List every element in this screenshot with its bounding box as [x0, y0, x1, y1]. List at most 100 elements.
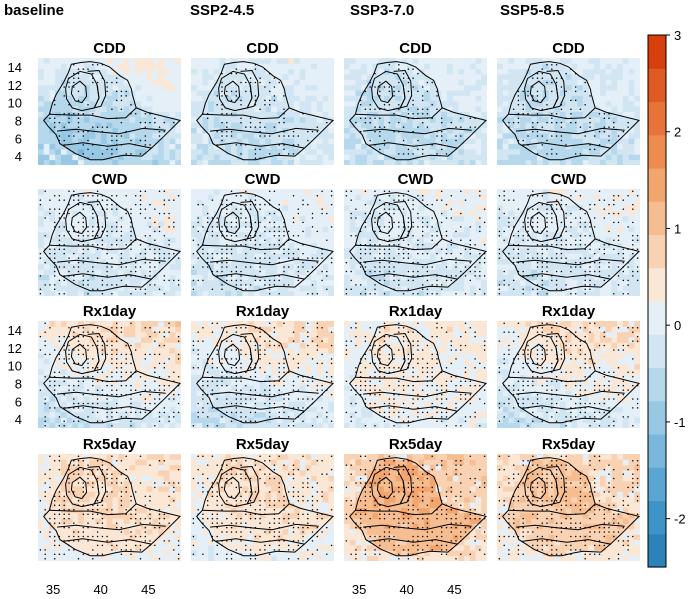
grid-cell — [355, 79, 362, 86]
grid-cell — [158, 90, 165, 96]
grid-cell — [401, 116, 408, 123]
grid-cell — [248, 95, 255, 102]
grid-cell — [617, 90, 624, 96]
grid-cell — [508, 90, 515, 96]
grid-cell — [305, 154, 312, 161]
grid-cell — [135, 215, 142, 222]
stipple-dot — [254, 153, 257, 155]
grid-cell — [577, 111, 584, 118]
grid-cell — [60, 159, 67, 165]
grid-cell — [366, 247, 373, 254]
grid-cell — [311, 74, 318, 80]
grid-cell — [100, 263, 107, 270]
grid-cell — [66, 58, 73, 59]
grid-cell — [169, 199, 176, 206]
stipple-dot — [221, 104, 223, 106]
stipple-dot — [584, 104, 586, 106]
grid-cell — [582, 122, 589, 128]
grid-cell — [231, 132, 238, 139]
stipple-dot — [355, 235, 357, 237]
grid-cell — [83, 132, 90, 139]
grid-cell — [418, 274, 425, 281]
grid-cell — [118, 199, 125, 206]
grid-cell — [253, 68, 260, 75]
grid-cell — [412, 111, 419, 118]
grid-cell — [202, 122, 209, 128]
stipple-dot — [111, 243, 113, 246]
grid-cell — [72, 116, 79, 123]
grid-cell — [294, 226, 301, 233]
grid-cell — [316, 84, 323, 91]
grid-cell — [395, 189, 402, 195]
grid-cell — [305, 106, 312, 112]
grid-cell — [542, 159, 549, 165]
grid-cell — [112, 84, 119, 91]
grid-cell — [288, 138, 295, 144]
grid-cell — [441, 95, 448, 102]
grid-cell — [288, 221, 295, 227]
grid-cell — [322, 221, 329, 227]
grid-cell — [169, 258, 176, 265]
stipple-dot — [240, 284, 242, 286]
stipple-dot — [421, 121, 424, 124]
grid-cell — [435, 189, 442, 190]
stipple-dot — [278, 226, 280, 228]
grid-cell — [475, 221, 482, 227]
grid-cell — [519, 116, 526, 123]
stipple-dot — [350, 270, 352, 273]
grid-cell — [146, 247, 153, 254]
grid-cell — [163, 231, 170, 238]
stipple-dot — [216, 130, 218, 133]
grid-cell — [322, 237, 329, 243]
grid-cell — [322, 280, 329, 286]
grid-cell — [305, 226, 312, 233]
grid-cell — [55, 106, 62, 112]
grid-cell — [424, 194, 431, 201]
grid-cell — [355, 274, 362, 281]
grid-cell — [344, 199, 351, 206]
grid-cell — [406, 79, 413, 86]
grid-cell — [219, 159, 226, 165]
grid-cell — [497, 143, 504, 150]
stipple-dot — [39, 252, 42, 255]
grid-cell — [418, 58, 425, 59]
stippling — [202, 63, 328, 160]
grid-cell — [38, 100, 45, 107]
grid-cell — [424, 221, 431, 227]
grid-cell — [406, 263, 413, 270]
grid-cell — [208, 149, 215, 155]
grid-cell — [628, 127, 635, 134]
grid-cell — [202, 194, 209, 201]
grid-cell — [129, 122, 136, 128]
grid-cell — [600, 132, 607, 139]
grid-cell — [469, 122, 476, 128]
grid-cell — [242, 116, 249, 123]
grid-cell — [401, 285, 408, 292]
grid-cell — [271, 199, 278, 206]
grid-cell — [242, 285, 249, 292]
grid-cell — [169, 132, 176, 139]
grid-cell — [429, 194, 436, 201]
grid-cell — [502, 90, 509, 96]
grid-cell — [475, 280, 482, 286]
grid-cell — [152, 210, 159, 217]
grid-cell — [452, 189, 459, 190]
grid-cell — [355, 143, 362, 150]
grid-cell — [38, 116, 45, 123]
grid-cell — [112, 106, 119, 112]
grid-cell — [242, 90, 249, 96]
grid-cell — [464, 242, 471, 249]
grid-cell — [163, 210, 170, 217]
grid-cell — [196, 127, 203, 134]
grid-cell — [605, 95, 612, 102]
grid-cell — [271, 290, 278, 296]
stipple-dot — [111, 139, 113, 142]
grid-cell — [435, 285, 442, 292]
grid-cell — [355, 154, 362, 161]
grid-cell — [55, 127, 62, 134]
grid-cell — [213, 253, 220, 259]
grid-cell — [55, 231, 62, 238]
stipple-dot — [73, 279, 75, 282]
grid-cell — [100, 68, 107, 75]
grid-cell — [169, 100, 176, 107]
